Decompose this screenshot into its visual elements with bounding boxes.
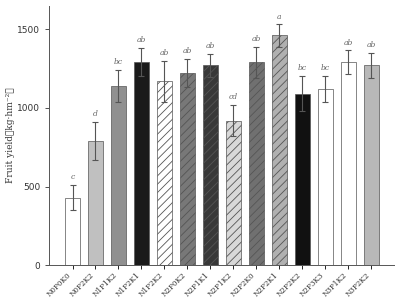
Text: ab: ab — [160, 49, 169, 57]
Text: ab: ab — [252, 35, 261, 43]
Bar — [318, 89, 333, 265]
Bar — [88, 141, 103, 265]
Text: ab: ab — [137, 36, 146, 44]
Text: c: c — [70, 173, 75, 181]
Text: ab: ab — [344, 39, 353, 47]
Bar — [111, 86, 126, 265]
Bar — [295, 94, 310, 265]
Bar — [157, 81, 172, 265]
Text: ab: ab — [183, 47, 192, 55]
Bar — [180, 73, 195, 265]
Text: a: a — [277, 12, 282, 20]
Text: bc: bc — [114, 58, 123, 66]
Bar — [249, 62, 264, 265]
Text: d: d — [93, 110, 98, 118]
Bar — [272, 36, 287, 265]
Text: ab: ab — [206, 42, 215, 50]
Text: bc: bc — [321, 64, 330, 72]
Text: ab: ab — [367, 41, 376, 49]
Bar — [134, 62, 149, 265]
Text: cd: cd — [229, 93, 238, 101]
Y-axis label: Fruit yield（kg·hm⁻²）: Fruit yield（kg·hm⁻²） — [6, 88, 14, 183]
Bar — [226, 120, 241, 265]
Text: bc: bc — [298, 64, 307, 72]
Bar — [364, 65, 379, 265]
Bar — [341, 62, 356, 265]
Bar — [203, 65, 218, 265]
Bar — [65, 198, 80, 265]
